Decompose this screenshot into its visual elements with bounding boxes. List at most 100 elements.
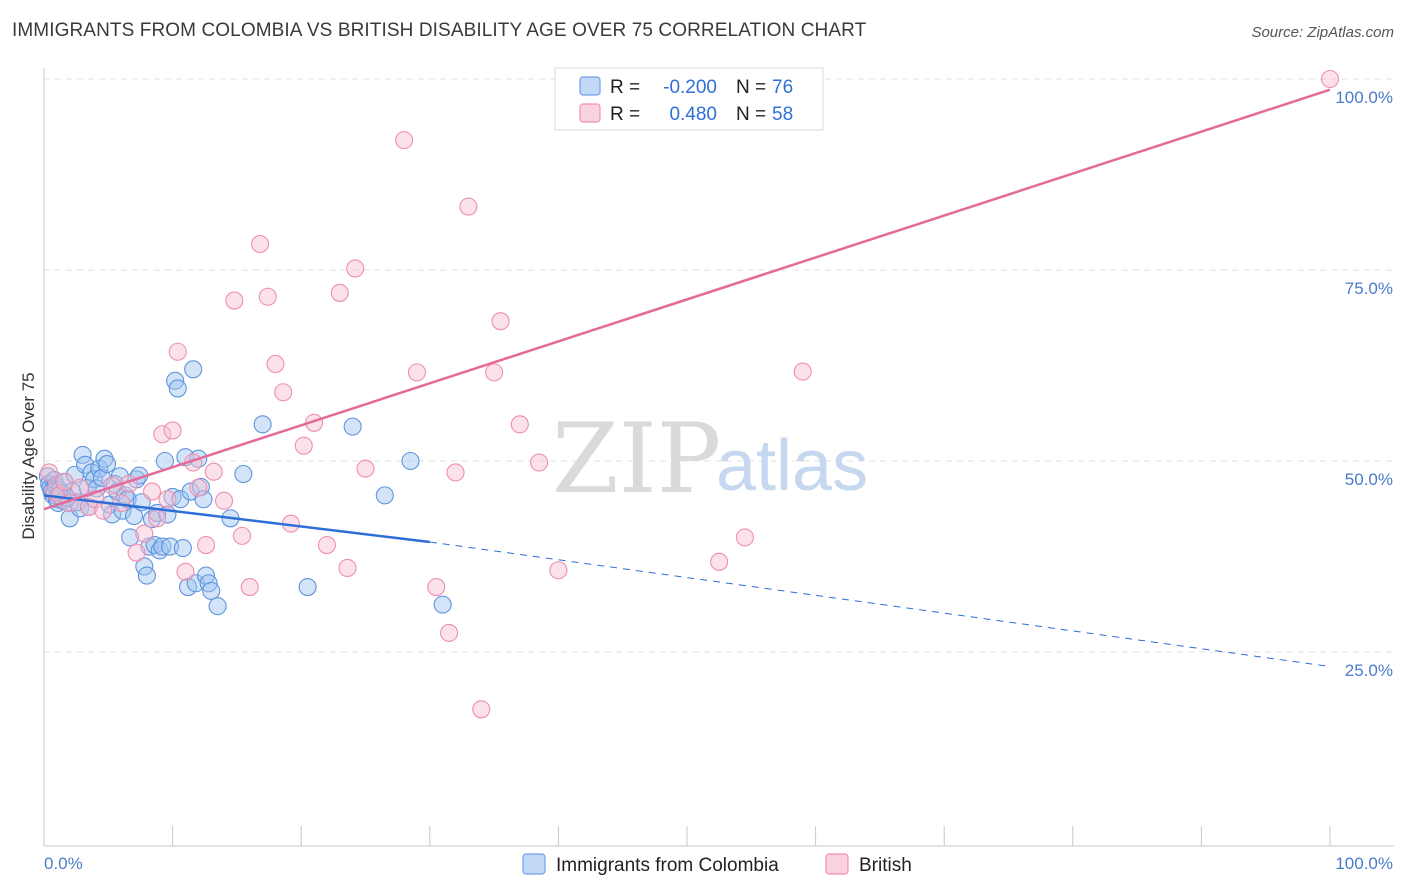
colombia-point-73 (253, 415, 272, 434)
axes (43, 68, 1394, 847)
x-ticks (172, 826, 1331, 846)
british-point-46 (459, 197, 478, 216)
british-point-44 (440, 623, 459, 642)
trend-lines (43, 88, 1331, 668)
legend-r-value-british: 0.480 (669, 104, 717, 125)
legend-swatch-british (579, 103, 601, 123)
british-point-47 (472, 700, 491, 719)
british-point-30 (258, 287, 277, 306)
british-point-58 (1320, 69, 1340, 89)
colombia-point-57 (171, 490, 190, 509)
colombia-point-63 (186, 574, 205, 593)
colombia-point-20 (76, 455, 95, 474)
british-point-26 (225, 291, 244, 310)
british-point-52 (549, 561, 568, 580)
british-point-45 (446, 463, 465, 482)
british-point-31 (266, 354, 285, 374)
british-point-50 (510, 415, 529, 434)
british-point-3 (55, 472, 74, 491)
y-tick-labels: 25.0% 50.0% 75.0% 100.0% (1335, 88, 1393, 680)
british-point-29 (250, 234, 270, 254)
british-point-17 (158, 490, 177, 509)
british-point-19 (168, 342, 187, 361)
watermark-zip: ZIP (552, 403, 721, 515)
legend-swatch-colombia (579, 76, 601, 96)
british-point-56 (735, 528, 754, 547)
colombia-point-78 (433, 595, 452, 614)
colombia-point-50 (153, 537, 172, 556)
british-point-23 (196, 535, 216, 555)
stats-legend: R = -0.200 N = 76 R = 0.480 N = 58 (554, 67, 824, 131)
colombia-point-58 (173, 539, 192, 558)
legend-n-label-colombia: N = (736, 77, 766, 98)
colombia-point-66 (194, 490, 213, 509)
trend-line-british (43, 88, 1331, 511)
colombia-point-69 (202, 581, 221, 600)
colombia-point-76 (375, 486, 394, 505)
y-tick-label-100: 100.0% (1335, 88, 1393, 107)
colombia-point-70 (208, 597, 227, 616)
british-point-15 (148, 509, 167, 528)
y-axis-label: Disability Age Over 75 (19, 372, 38, 539)
british-point-20 (176, 562, 195, 581)
british-point-48 (485, 363, 504, 382)
british-point-28 (240, 578, 259, 597)
grid-lines (44, 78, 1394, 653)
colombia-point-56 (168, 379, 187, 398)
series-legend: Immigrants from Colombia British (522, 853, 912, 876)
chart-title: IMMIGRANTS FROM COLOMBIA VS BRITISH DISA… (12, 20, 867, 41)
colombia-point-62 (184, 360, 203, 379)
british-point-57 (793, 362, 812, 381)
y-tick-label-75: 75.0% (1345, 279, 1393, 298)
colombia-point-75 (343, 417, 362, 436)
legend-n-value-colombia: 76 (772, 77, 793, 98)
series-legend-label-british: British (859, 855, 912, 876)
british-point-32 (274, 383, 293, 402)
watermark: ZIP atlas (552, 403, 868, 515)
british-point-36 (317, 535, 336, 555)
colombia-point-77 (401, 451, 420, 471)
x-tick-label-max: 100.0% (1335, 854, 1393, 873)
british-point-6 (79, 497, 99, 516)
british-point-49 (491, 312, 510, 331)
british-point-16 (153, 425, 172, 444)
colombia-point-44 (137, 566, 156, 585)
colombia-point-74 (298, 578, 317, 597)
british-point-5 (70, 478, 90, 497)
british-point-42 (407, 363, 426, 382)
legend-n-label-british: N = (736, 104, 766, 125)
british-point-34 (294, 436, 313, 455)
british-point-43 (427, 578, 446, 597)
colombia-point-29 (97, 455, 117, 474)
series-legend-swatch-british (825, 853, 849, 875)
colombia-point-72 (234, 464, 253, 484)
series-legend-swatch-colombia (522, 853, 546, 875)
legend-n-value-british: 58 (772, 104, 793, 125)
british-point-40 (356, 459, 375, 478)
british-point-14 (142, 482, 162, 501)
british-point-8 (94, 501, 113, 520)
british-point-41 (395, 131, 414, 150)
legend-r-value-colombia: -0.200 (663, 77, 717, 98)
colombia-point-38 (121, 528, 140, 547)
series-legend-label-colombia: Immigrants from Colombia (556, 855, 779, 876)
british-point-13 (135, 524, 154, 543)
legend-r-label-british: R = (610, 104, 640, 125)
trend-line-colombia (43, 494, 430, 544)
colombia-point-47 (145, 535, 164, 555)
british-point-51 (530, 453, 549, 472)
british-point-12 (127, 543, 146, 562)
series-colombia-points (38, 360, 452, 616)
chart-source: Source: ZipAtlas.com (1251, 24, 1394, 41)
british-point-37 (330, 283, 349, 302)
trend-line-colombia-extension (429, 541, 1331, 668)
british-point-22 (189, 478, 208, 497)
british-point-27 (232, 526, 252, 545)
british-point-24 (204, 462, 223, 481)
british-point-18 (163, 421, 182, 440)
y-tick-label-25: 25.0% (1345, 661, 1393, 680)
british-point-38 (338, 558, 357, 578)
x-tick-label-min: 0.0% (44, 854, 83, 873)
y-tick-label-50: 50.0% (1345, 470, 1393, 489)
